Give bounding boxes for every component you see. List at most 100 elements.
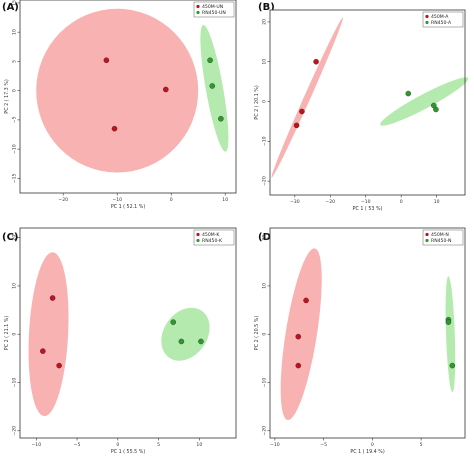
panel-c-red-point [40,348,46,354]
panel-d-x-tick-label: −5 [320,442,327,448]
panel-a-y-axis-label: PC 2 ( 17.3 %) [4,79,10,114]
panel-a-y-tick-label: 10 [12,29,18,35]
panel-c-x-tick-label: 0 [116,442,119,448]
panel-b-x-tick-label: −30 [290,199,300,205]
panel-a-red-confidence-ellipse [36,8,199,173]
panel-a-legend-green-marker [196,10,200,15]
panel-d-green-point [445,319,452,325]
panel-c-label: (C) [2,232,18,243]
panel-d-y-tick-label: 10 [262,283,268,289]
panel-b-y-tick-label: −20 [262,176,268,186]
panel-a-red-point [111,125,118,132]
panel-b-y-tick-label: 20 [262,19,268,25]
panel-a-x-tick-label: 0 [170,197,173,203]
panel-c-y-tick-label: 10 [12,283,18,289]
panel-d-red-point [295,362,302,369]
panel-b-legend-green-marker [425,20,429,25]
panel-b-x-tick-label: 10 [434,199,440,205]
panel-a-label: (A) [2,2,19,13]
panel-b-red-confidence-ellipse [271,17,343,178]
panel-d-legend-red-marker [425,232,429,237]
panel-a-y-tick-label: 15 [12,0,18,6]
panel-d-legend-red-label: 450M-N [431,232,449,238]
panel-b-x-tick-label: −10 [361,199,371,205]
panel-d-y-tick-label: 0 [262,333,268,336]
panel-a-x-axis-label: PC 1 ( 52.1 %) [111,204,146,210]
panel-c-frame [19,227,237,439]
panel-b-x-tick-label: −20 [325,199,335,205]
panel-c-green-point [198,338,204,345]
panel-b-green-point [405,90,412,97]
panel-b-frame [269,9,466,196]
panel-a-green-point [209,83,215,89]
panel-c: (C) −10 −5 0 5 10 20 10 0 −10 −20 PC 1 ( 55.5 %) PC … [2,227,237,455]
panel-d-frame [269,227,466,439]
panel-a-legend-red-label: 450M-UN [202,4,223,10]
panel-b-y-tick-label: 10 [262,59,268,65]
panel-a-y-tick-label: 5 [12,60,18,63]
panel-d-legend-box [422,229,464,246]
panel-c-green-point [170,319,176,325]
panel-a: (A) −20 −10 0 10 15 10 5 0 −5 −10 −15 PC 1 ( 52.1 %)… [2,0,237,210]
panel-c-y-tick-label: −20 [12,426,18,436]
panel-b-red-point [313,58,319,65]
panel-b-label: (B) [258,2,275,13]
panel-d-y-axis-label: PC 2 ( 20.5 %) [254,316,260,351]
panel-a-legend-red-marker [196,4,200,9]
panel-c-y-tick-label: 20 [12,235,18,241]
panel-d-y-tick-label: 20 [262,235,268,241]
panel-a-x-tick-label: −10 [112,197,122,203]
panel-d-x-tick-label: 5 [420,442,423,448]
panel-c-legend-green-marker [196,238,200,243]
panel-b-x-axis-label: PC 1 ( 53 %) [353,206,383,212]
panel-a-x-tick-label: 10 [222,197,228,203]
panel-d-red-confidence-ellipse [280,248,322,421]
panel-b-red-point [299,108,305,115]
panel-a-frame [19,0,237,194]
panel-b-legend-green-label: RN450-A [431,20,452,26]
panel-b-y-tick-label: 0 [262,100,268,103]
panel-a-y-tick-label: −10 [12,144,18,154]
panel-c-legend-red-marker [196,232,200,237]
panel-d-y-tick-label: −20 [262,426,268,436]
panel-b: (B) −30 −20 −10 0 10 20 10 0 −10 −20 PC 1 ( 53 %) PC… [254,2,469,212]
panel-c-x-tick-label: −5 [74,442,81,448]
panel-c-x-tick-label: 5 [157,442,160,448]
panel-d-legend-green-label: RN450-N [431,238,452,244]
panel-b-y-tick-label: −10 [262,136,268,146]
panel-a-legend-green-label: RN450-UN [202,10,226,16]
panel-a-y-tick-label: 0 [12,89,18,92]
panel-b-green-confidence-ellipse [380,77,469,126]
panel-c-red-point [49,295,56,301]
panel-a-x-tick-label: −20 [58,197,68,203]
panel-c-x-tick-label: −10 [31,442,41,448]
panel-a-legend-box [193,1,235,18]
panel-b-y-axis-label: PC 2 ( 20.1 %) [254,85,260,120]
panel-b-red-point [293,122,300,129]
panel-c-red-point [56,362,62,369]
panel-d-label: (D) [258,232,275,243]
panel-d-x-axis-label: PC 1 ( 19.4 %) [350,449,385,455]
panel-b-legend-box [422,11,464,28]
panel-a-green-point [207,57,213,63]
panel-b-green-point [431,102,437,109]
panel-c-y-tick-label: −10 [12,378,18,388]
panel-c-green-point [178,338,185,345]
panel-c-y-tick-label: 0 [12,333,18,336]
panel-a-y-tick-label: −15 [12,173,18,183]
panel-c-red-confidence-ellipse [28,252,69,417]
panel-c-legend-green-label: RN450-K [202,238,223,244]
panel-c-x-tick-label: 10 [196,442,202,448]
panel-d-x-tick-label: −10 [270,442,280,448]
panel-d-legend-green-marker [425,238,429,243]
panel-a-y-tick-label: −5 [12,116,18,123]
panel-d-red-point [303,297,309,304]
panel-d-y-tick-label: −10 [262,378,268,388]
panel-c-legend-red-label: 450M-K [202,232,220,238]
